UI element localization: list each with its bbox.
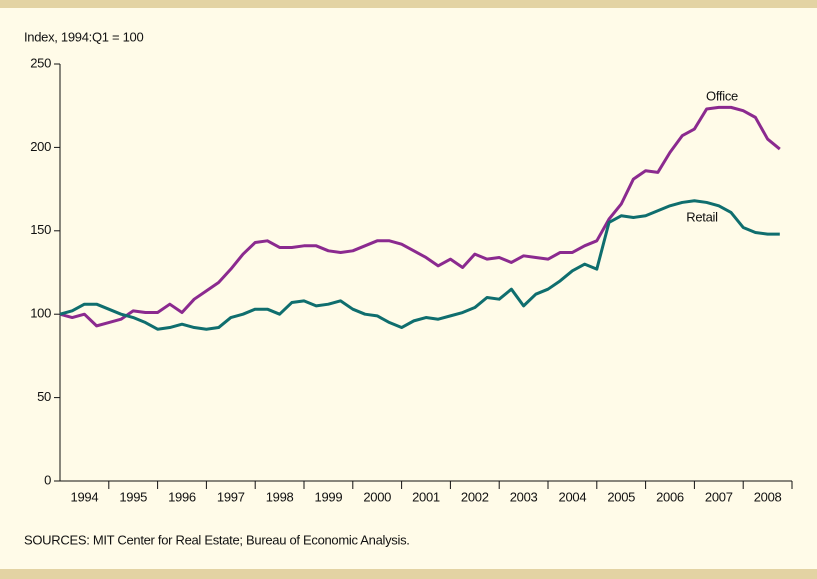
axis-label: Index, 1994:Q1 = 100	[24, 29, 143, 44]
y-tick-label: 150	[30, 222, 51, 237]
y-tick-label: 0	[44, 472, 51, 487]
x-tick-label: 1996	[168, 489, 196, 504]
y-tick-label: 100	[30, 306, 51, 321]
series-line	[59, 105, 781, 328]
y-tick-label: 200	[30, 139, 51, 154]
x-tick-label: 2006	[656, 489, 684, 504]
series-label: Office	[706, 88, 738, 103]
x-tick-label: 1994	[71, 489, 99, 504]
y-tick-label: 250	[30, 55, 51, 70]
series-label: Retail	[686, 209, 718, 224]
x-tick-label: 2004	[559, 489, 587, 504]
top-border	[0, 0, 817, 8]
x-tick-label: 2002	[461, 489, 489, 504]
x-tick-label: 2003	[510, 489, 538, 504]
x-tick-label: 2005	[607, 489, 635, 504]
series-line	[59, 199, 780, 331]
x-tick-label: 1999	[315, 489, 343, 504]
x-tick-label: 2008	[754, 489, 782, 504]
bottom-border	[0, 569, 817, 579]
x-tick-label: 2000	[363, 489, 391, 504]
x-tick-label: 2001	[412, 489, 440, 504]
x-tick-label: 1997	[217, 489, 245, 504]
x-tick-label: 2007	[705, 489, 733, 504]
x-tick-label: 1998	[266, 489, 294, 504]
y-tick-label: 50	[37, 389, 51, 404]
x-tick-label: 1995	[119, 489, 147, 504]
source-note: SOURCES: MIT Center for Real Estate; Bur…	[24, 532, 410, 547]
